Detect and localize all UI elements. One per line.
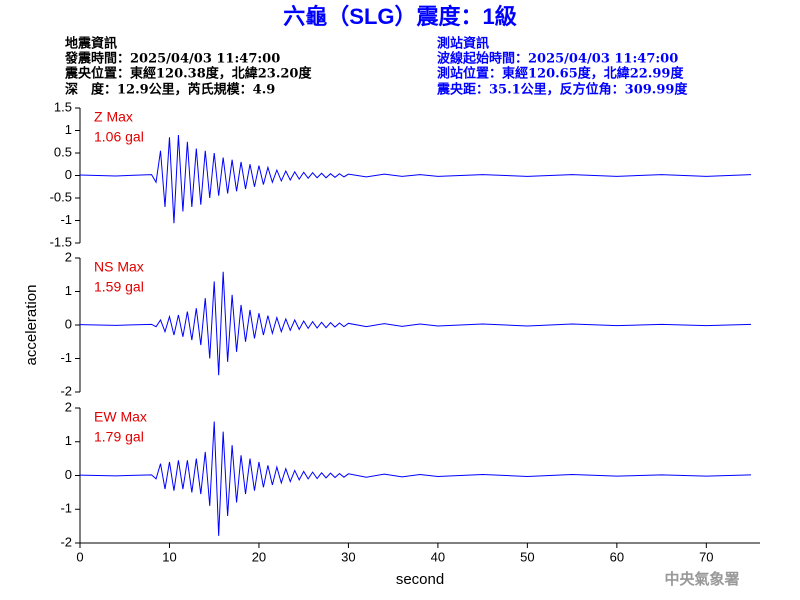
y-tick-label: 0	[65, 467, 72, 482]
y-tick-label: 1	[65, 122, 72, 137]
x-tick-label: 0	[76, 549, 83, 564]
y-tick-label: 2	[65, 249, 72, 264]
info-right: 波線起始時間：2025/04/03 11:47:00	[437, 51, 678, 67]
y-tick-label: 0	[65, 316, 72, 331]
y-tick-label: -2	[60, 383, 72, 398]
y-tick-label: 1	[65, 433, 72, 448]
x-axis-label: second	[396, 571, 444, 588]
x-tick-label: 70	[699, 549, 713, 564]
y-tick-label: -1.5	[50, 234, 72, 249]
y-tick-label: -1	[60, 212, 72, 227]
title: 六龜（SLG）震度：1級	[283, 4, 516, 29]
annotation: NS Max	[94, 259, 144, 275]
info-right: 測站位置：東經120.65度，北緯22.99度	[437, 66, 684, 82]
annotation: 1.06 gal	[94, 129, 144, 145]
y-tick-label: -2	[60, 534, 72, 549]
info-right: 測站資訊	[437, 36, 489, 52]
y-tick-label: -1	[60, 501, 72, 516]
x-tick-label: 40	[431, 549, 445, 564]
y-tick-label: -1	[60, 350, 72, 365]
info-left: 震央位置：東經120.38度，北緯23.20度	[64, 66, 312, 82]
waveform	[79, 134, 752, 224]
watermark: 中央氣象署	[664, 570, 739, 588]
x-tick-label: 10	[162, 549, 176, 564]
annotation: EW Max	[94, 409, 147, 425]
info-left: 發震時間：2025/04/03 11:47:00	[64, 51, 280, 67]
y-axis-label: acceleration	[23, 285, 40, 366]
y-tick-label: 0	[65, 167, 72, 182]
x-tick-label: 30	[341, 549, 355, 564]
x-tick-label: 60	[610, 549, 624, 564]
info-left: 深 度：12.9公里，芮氏規模：4.9	[65, 82, 275, 98]
x-tick-label: 50	[520, 549, 534, 564]
annotation: 1.79 gal	[94, 429, 144, 445]
annotation: Z Max	[94, 109, 133, 125]
waveform	[79, 271, 752, 376]
y-tick-label: 0.5	[54, 144, 72, 159]
waveform	[79, 421, 752, 536]
y-tick-label: 1.5	[54, 99, 72, 114]
info-left: 地震資訊	[65, 36, 117, 52]
y-tick-label: 2	[65, 399, 72, 414]
x-tick-label: 20	[252, 549, 266, 564]
info-right: 震央距：35.1公里，反方位角：309.99度	[436, 82, 688, 98]
y-tick-label: -0.5	[50, 189, 72, 204]
annotation: 1.59 gal	[94, 279, 144, 295]
y-tick-label: 1	[65, 283, 72, 298]
